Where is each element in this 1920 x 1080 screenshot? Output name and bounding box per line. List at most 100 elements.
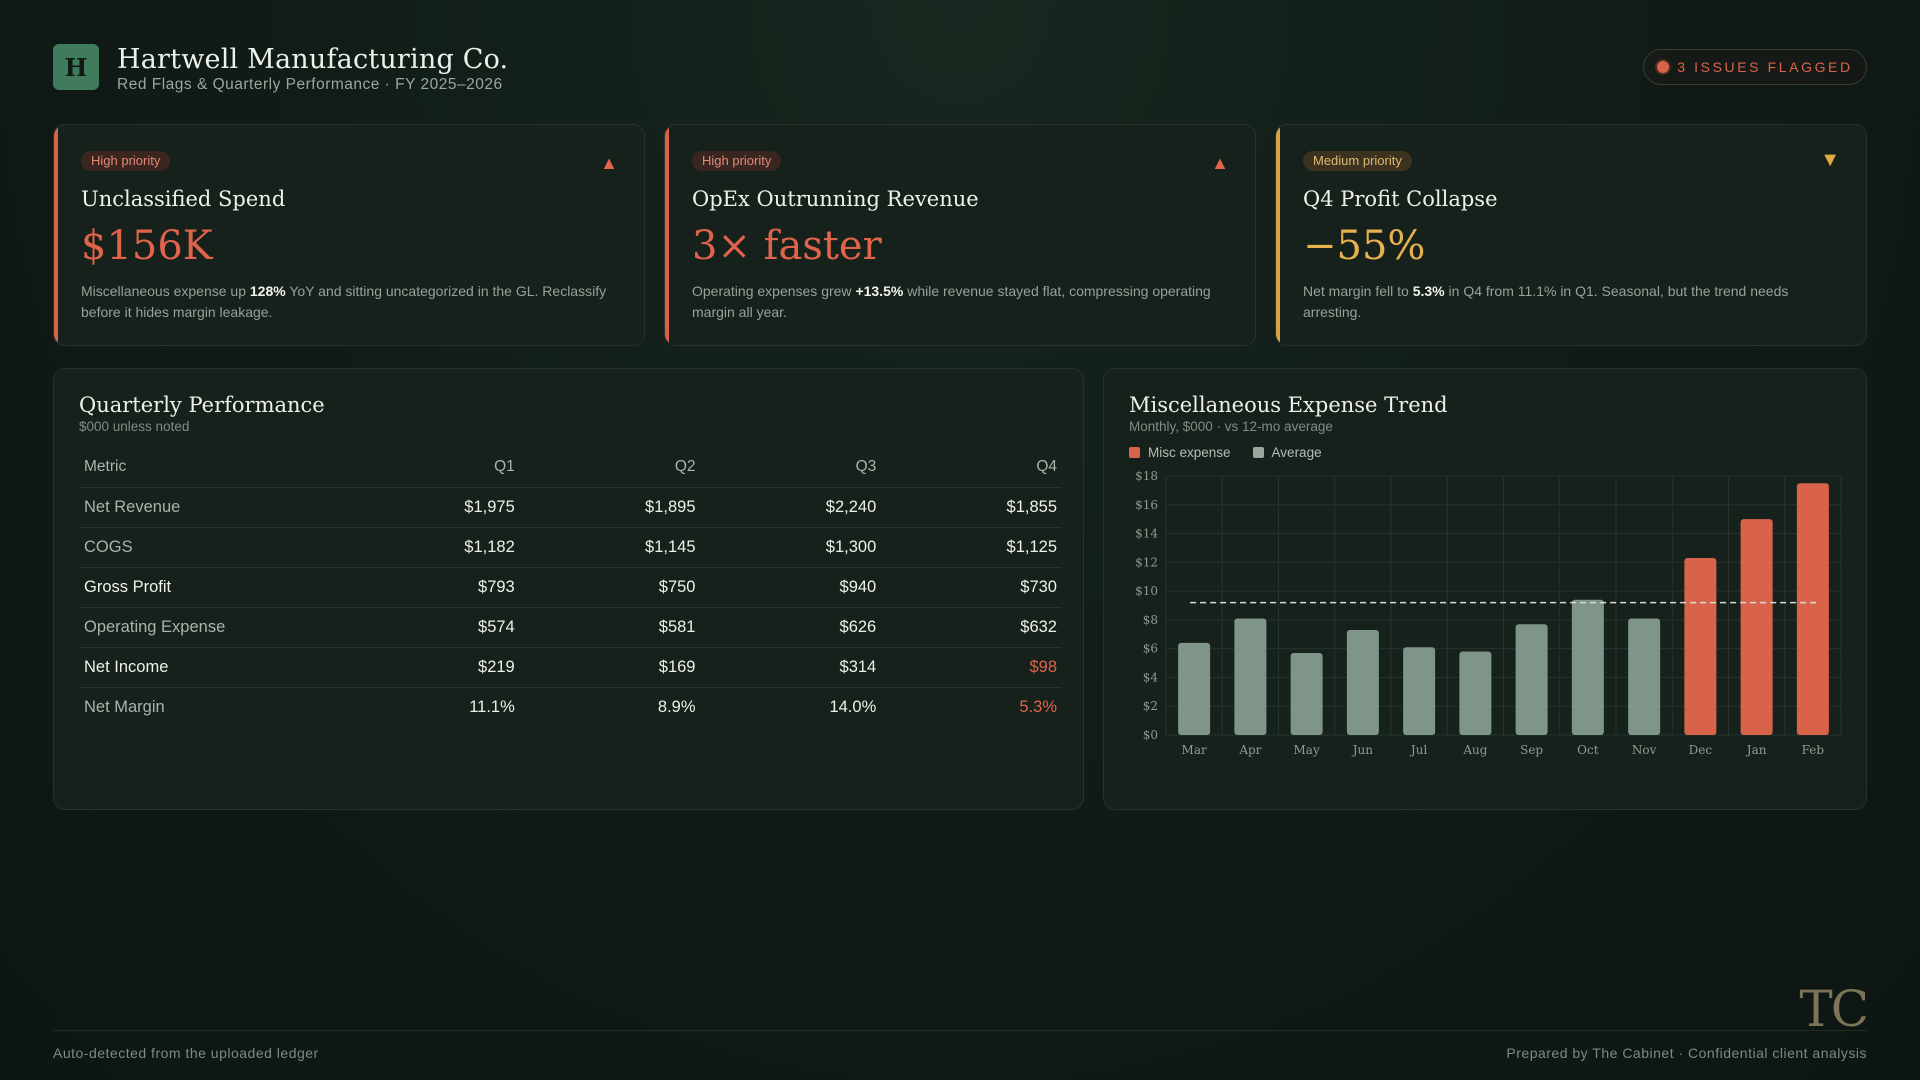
page-header: H Hartwell Manufacturing Co. Red Flags &…	[53, 44, 1867, 94]
column-header: Q4	[881, 447, 1062, 488]
panel-title: Quarterly Performance	[79, 393, 325, 417]
table-cell: $581	[519, 607, 701, 648]
table-row: Operating Expense $574 $581 $626 $632	[79, 607, 1062, 648]
quarterly-performance-table: Metric Q1 Q2 Q3 Q4 Net Revenue $1,975 $1…	[79, 447, 1062, 727]
table-cell: $1,182	[339, 527, 520, 568]
brand-mark: TC	[1799, 980, 1869, 1038]
issues-flagged-label: 3 ISSUES FLAGGED	[1677, 59, 1853, 75]
card-description: Miscellaneous expense up 128% YoY and si…	[81, 283, 607, 320]
table-cell: $940	[700, 567, 882, 608]
metric-label: Net Income	[79, 647, 339, 688]
y-tick-label: $8	[1143, 613, 1158, 627]
priority-badge: Medium priority	[1303, 151, 1412, 171]
footer-source-note: Auto-detected from the uploaded ledger	[53, 1045, 319, 1061]
column-header: Q2	[519, 447, 701, 488]
legend-swatch	[1252, 447, 1264, 458]
priority-badge: High priority	[81, 151, 171, 171]
bar-oct	[1571, 599, 1604, 735]
page-title: Hartwell Manufacturing Co.	[117, 44, 509, 75]
footer-credit: Prepared by The Cabinet · Confidential c…	[1506, 1045, 1867, 1061]
table-cell: $574	[339, 607, 520, 648]
y-tick-label: $0	[1143, 728, 1158, 742]
y-tick-label: $2	[1143, 699, 1158, 713]
column-header: Metric	[79, 447, 339, 488]
table-cell: $314	[700, 647, 882, 688]
bar-jul	[1403, 647, 1436, 735]
x-tick-label: Dec	[1689, 743, 1713, 757]
table-row: COGS $1,182 $1,145 $1,300 $1,125	[79, 527, 1062, 568]
bar-may	[1290, 652, 1323, 735]
y-tick-label: $14	[1135, 527, 1158, 541]
issues-flagged-badge[interactable]: 3 ISSUES FLAGGED	[1643, 49, 1867, 85]
card-description: Operating expenses grew +13.5% while rev…	[692, 283, 1211, 320]
legend-swatch	[1129, 447, 1140, 458]
y-tick-label: $6	[1143, 642, 1158, 656]
card-title: Unclassified Spend	[81, 187, 286, 211]
priority-badge: High priority	[692, 151, 782, 171]
table-row: Net Margin 11.1% 8.9% 14.0% 5.3%	[79, 687, 1062, 727]
table-cell: $1,895	[519, 487, 701, 528]
metric-label: Gross Profit	[79, 567, 339, 608]
y-tick-label: $16	[1135, 498, 1158, 512]
x-tick-label: Feb	[1802, 743, 1825, 757]
bar-dec	[1684, 558, 1717, 735]
x-tick-label: Sep	[1520, 743, 1543, 757]
x-tick-label: Nov	[1632, 743, 1657, 757]
table-row: Net Income $219 $169 $314 $98	[79, 647, 1062, 688]
triangle-down-icon: ▼	[1820, 149, 1840, 171]
panel-subtitle: $000 unless noted	[79, 419, 190, 434]
chart-title: Miscellaneous Expense Trend	[1129, 393, 1448, 417]
legend-label: Misc expense	[1148, 445, 1231, 460]
alert-card-unclassified-spend[interactable]: High priority ▲ Unclassified Spend $156K…	[53, 124, 645, 346]
column-header: Q1	[339, 447, 520, 488]
table-cell: $1,125	[881, 527, 1062, 568]
card-title: OpEx Outrunning Revenue	[692, 187, 979, 211]
table-cell: 8.9%	[657, 697, 696, 716]
table-cell: $2,240	[700, 487, 882, 528]
triangle-up-icon: ▲	[600, 153, 618, 173]
table-row: Gross Profit $793 $750 $940 $730	[79, 567, 1062, 608]
x-tick-label: May	[1294, 743, 1320, 757]
page-subtitle: Red Flags & Quarterly Performance · FY 2…	[117, 76, 503, 93]
x-tick-label: Jul	[1409, 743, 1428, 757]
card-description: Net margin fell to 5.3% in Q4 from 11.1%…	[1303, 283, 1789, 320]
y-tick-label: $4	[1143, 670, 1159, 684]
table-cell: $169	[519, 647, 701, 688]
chart-subtitle: Monthly, $000 · vs 12-mo average	[1129, 419, 1333, 434]
alert-card-q4-profit-collapse[interactable]: Medium priority ▼ Q4 Profit Collapse −55…	[1275, 124, 1867, 346]
table-cell: 14.0%	[829, 697, 877, 716]
bar-nov	[1628, 618, 1661, 735]
card-value: −55%	[1303, 223, 1426, 269]
table-cell: $1,855	[881, 487, 1062, 528]
table-cell: $1,300	[700, 527, 882, 568]
company-logo: H	[53, 44, 99, 90]
bar-jun	[1346, 629, 1379, 735]
metric-label: Net Revenue	[79, 487, 339, 528]
table-cell: $1,975	[339, 487, 520, 528]
alert-card-opex-outrunning-revenue[interactable]: High priority ▲ OpEx Outrunning Revenue …	[664, 124, 1256, 346]
legend-item-average: Average	[1252, 445, 1322, 460]
x-tick-label: Jan	[1745, 743, 1767, 757]
table-cell: $219	[339, 647, 520, 688]
misc-expense-chart: $0 $2 $4 $6 $8 $10 $12 $14 $16 $18 Mar Apr May Jun Jul…	[1135, 469, 1842, 757]
alert-dot-icon	[1657, 61, 1670, 73]
metric-label: COGS	[79, 527, 339, 568]
legend-item-misc: Misc expense	[1129, 445, 1231, 460]
table-cell: $730	[881, 567, 1062, 608]
column-header: Q3	[700, 447, 882, 488]
card-value: $156K	[81, 223, 213, 269]
footer-divider	[53, 1030, 1867, 1031]
x-tick-label: Oct	[1577, 743, 1599, 757]
card-value: 3× faster	[692, 223, 882, 269]
table-cell: $1,145	[519, 527, 701, 568]
y-tick-label: $10	[1135, 584, 1158, 598]
x-tick-label: Aug	[1462, 743, 1487, 757]
bar-apr	[1234, 618, 1267, 735]
y-tick-label: $12	[1135, 555, 1158, 569]
chart-legend: Misc expense Average	[1129, 445, 1322, 460]
y-tick-label: $18	[1135, 469, 1158, 483]
x-tick-label: Mar	[1182, 743, 1207, 757]
table-cell: $626	[700, 607, 882, 648]
metric-label: Operating Expense	[79, 607, 339, 648]
quarterly-performance-panel: Quarterly Performance $000 unless noted …	[53, 368, 1084, 810]
